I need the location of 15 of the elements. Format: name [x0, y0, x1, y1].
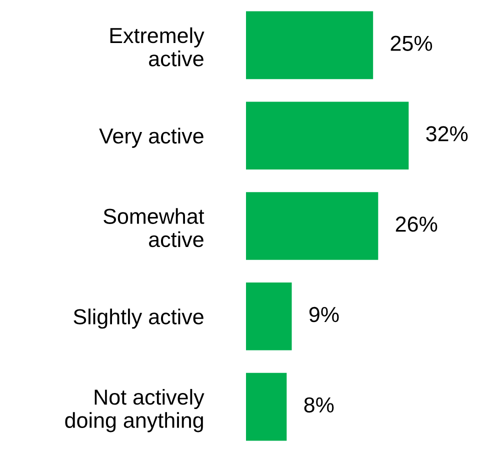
bar	[246, 282, 292, 350]
data-label: 26%	[396, 216, 438, 232]
bar	[246, 11, 374, 80]
bar	[246, 192, 378, 260]
data-label: 32%	[426, 126, 468, 142]
data-label: 8%	[304, 397, 334, 413]
data-label: 9%	[309, 306, 339, 322]
y-tick-label: Not actively doing anything	[65, 388, 204, 432]
bar	[246, 102, 409, 170]
data-label: 25%	[390, 36, 432, 51]
bar	[246, 372, 287, 441]
y-tick-label: Extremely active	[110, 27, 204, 66]
y-tick-label: Very active	[99, 128, 204, 148]
y-tick-label: Somewhat active	[104, 208, 204, 248]
y-tick-label: Slightly active	[74, 308, 204, 329]
